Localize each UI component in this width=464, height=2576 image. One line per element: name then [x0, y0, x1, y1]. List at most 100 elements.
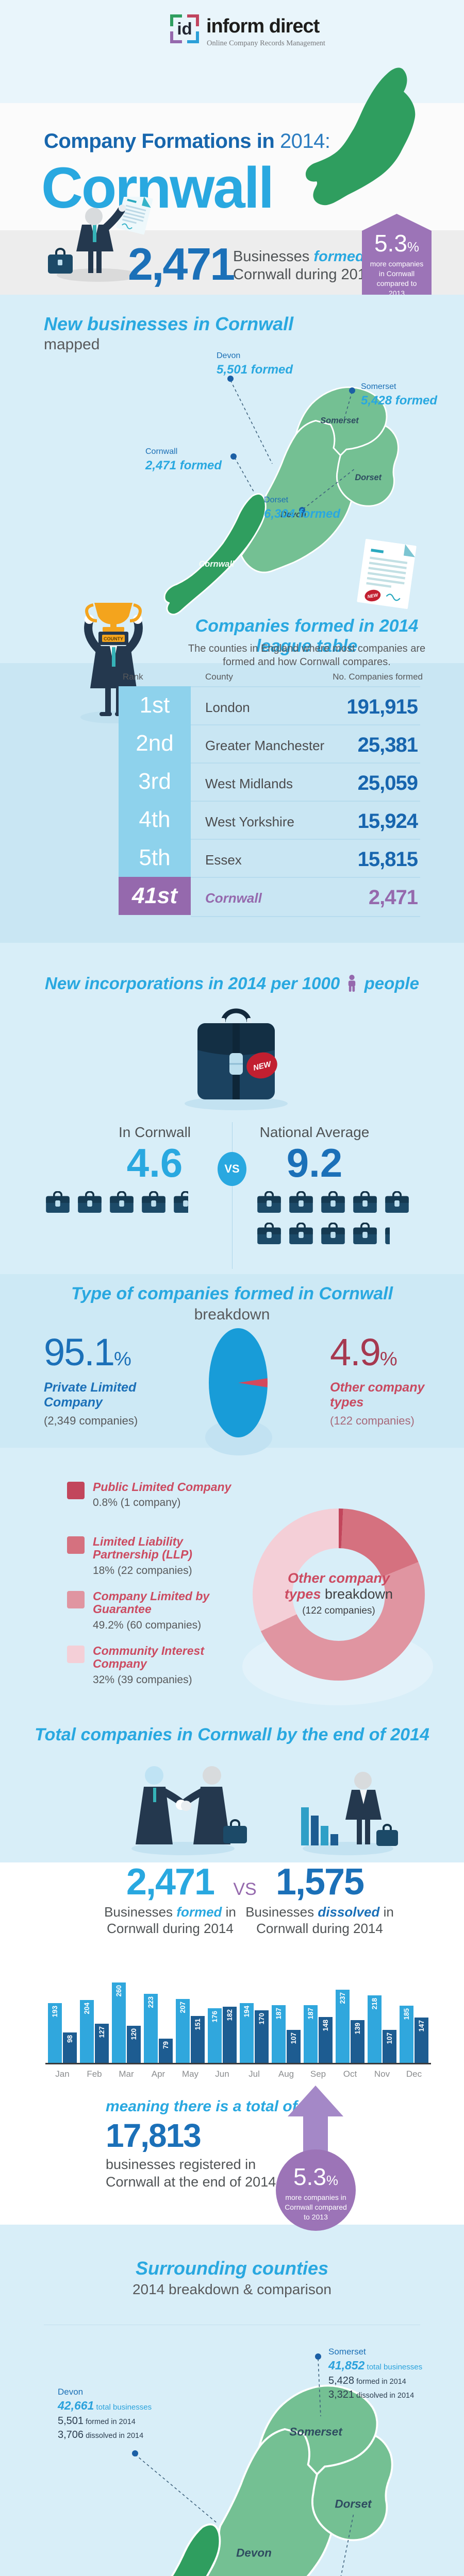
- surround-heading: Surrounding counties: [136, 2258, 328, 2279]
- bar-value: 237: [339, 1992, 346, 2004]
- type-other-block: 4.9% Other company types (122 companies): [330, 1330, 443, 1428]
- briefcase-icon: [109, 1191, 134, 1213]
- briefcase-icon: [257, 1191, 281, 1213]
- bar-formed: 187: [304, 2005, 318, 2063]
- map1-cornwall-label: Cornwall: [199, 560, 235, 569]
- county-total: 41,852 total businesses: [328, 2359, 423, 2372]
- legend-swatch: [67, 1591, 85, 1608]
- totals-heading: Total companies in Cornwall by the end o…: [35, 1725, 429, 1744]
- per1000-new-heading: New incorporations in 2014 per 1000 peop…: [45, 974, 419, 993]
- bar-dissolved: 148: [319, 2017, 333, 2063]
- legend-detail: 18% (22 companies): [93, 1564, 192, 1577]
- map1-devon-label: Devon: [280, 510, 306, 519]
- per1000-new-vs: VS: [218, 1152, 246, 1186]
- bar-value: 182: [226, 2009, 234, 2021]
- totals-vs: VS: [233, 1879, 257, 1899]
- league1-col-value: No. Companies formed: [333, 672, 423, 682]
- legend-detail: 49.2% (60 companies): [93, 1619, 202, 1631]
- county-name: London: [205, 700, 250, 715]
- bar-value: 185: [403, 2008, 410, 2020]
- bar-dissolved: 120: [127, 2026, 141, 2063]
- meaning-badge-text: more companies in Cornwall compared to 2…: [285, 2193, 347, 2221]
- row-body: Essex 15,815: [191, 839, 420, 878]
- month-group: 187 148: [302, 1973, 334, 2063]
- briefcase-icon: [321, 1223, 345, 1245]
- hero-count: 2,471: [128, 239, 235, 290]
- map1-county-label: Devon 5,501 formed: [217, 351, 304, 377]
- table-row: 1st London 191,915: [119, 686, 420, 724]
- month-group: 193 98: [46, 1973, 78, 2063]
- legend-swatch: [67, 1646, 85, 1663]
- briefcase-icon: [353, 1223, 377, 1245]
- type-private-label: Private Limited Company: [44, 1380, 137, 1410]
- bar-value: 204: [83, 2002, 91, 2014]
- company-count: 15,815: [357, 848, 418, 871]
- league1-table: 1st London 191,915 2nd Greater Manchester 25,…: [119, 686, 420, 917]
- hero-caption-line2: Cornwall during 2014: [233, 266, 375, 283]
- rank-cell: 1st: [119, 686, 191, 724]
- county-name: West Midlands: [205, 776, 293, 791]
- bar-dissolved: 139: [351, 2020, 364, 2063]
- bar-dissolved: 170: [255, 2010, 269, 2063]
- table-row: 3rd West Midlands 25,059: [119, 762, 420, 801]
- legend-item: Community Interest Company 32% (39 compan…: [93, 1644, 247, 1686]
- logo-bracket-red: [187, 14, 199, 26]
- month-group: 207 151: [174, 1973, 206, 2063]
- month-group: 176 182: [206, 1973, 238, 2063]
- logo-bracket-blue: [187, 31, 199, 43]
- month-label: Jan: [55, 2069, 70, 2079]
- bar-formed: 176: [208, 2008, 222, 2063]
- table-row: 41st Cornwall 2,471: [119, 877, 420, 917]
- monthly-chart-axis: [45, 2063, 431, 2064]
- monthly-bar-chart: 193 98 204 127 260 120 223 79 207 151 176 182 194 170…: [46, 1973, 430, 2063]
- legend-swatch: [67, 1536, 85, 1554]
- month-label: Sep: [310, 2069, 326, 2079]
- growth-arrow-icon: [288, 2086, 343, 2163]
- totals-dissolved-cap2: Cornwall during 2014: [256, 1921, 383, 1936]
- bar-formed: 185: [400, 2006, 413, 2063]
- bar-dissolved: 151: [191, 2016, 205, 2063]
- map2-dorset-label: Dorset: [335, 2498, 372, 2511]
- row-body: London 191,915: [191, 686, 420, 725]
- county-value: 5,428 formed: [361, 394, 438, 408]
- month-label: Feb: [87, 2069, 102, 2079]
- bar-formed: 187: [272, 2005, 286, 2063]
- surround-county-block: Somerset 41,852 total businesses 5,428 for…: [328, 2347, 432, 2403]
- bar-dissolved: 182: [223, 2006, 237, 2063]
- logo-bracket-purple: [170, 31, 182, 43]
- type-other-label: Other company types: [330, 1380, 425, 1410]
- month-group: 218 107: [366, 1973, 398, 2063]
- month-group: 194 170: [238, 1973, 270, 2063]
- league1-col-county: County: [205, 672, 233, 682]
- bar-value: 139: [354, 2022, 361, 2035]
- rank-cell: 3rd: [119, 762, 191, 801]
- county-value: 2,471 formed: [145, 459, 222, 472]
- county-dissolved: 3,706 dissolved in 2014: [58, 2429, 144, 2441]
- page-title-region: Cornwall: [41, 156, 274, 220]
- bar-value: 127: [98, 2026, 106, 2038]
- map1-connectors: [227, 376, 355, 513]
- briefcase-icon-partial: [385, 1223, 390, 1245]
- county-name: Devon: [58, 2387, 84, 2397]
- briefcase-icon: [257, 1223, 281, 1245]
- rank-cell: 2nd: [119, 724, 191, 762]
- legend-detail: 32% (39 companies): [93, 1673, 192, 1686]
- type-other-pct: 4.9%: [330, 1331, 397, 1374]
- county-name: West Yorkshire: [205, 814, 294, 829]
- hero-caption-line1: Businesses formed in: [233, 248, 380, 265]
- totals-dissolved: 1,575: [275, 1861, 364, 1903]
- totals-formed-cap1: Businesses formed in: [104, 1904, 236, 1920]
- briefcase-icon: [77, 1191, 102, 1213]
- bar-formed: 237: [336, 1989, 350, 2063]
- bar-value: 120: [130, 2028, 138, 2040]
- month-group: 260 120: [110, 1973, 142, 2063]
- bar-formed: 218: [368, 1995, 382, 2063]
- hero-badge-text: more companies in Cornwall compared to 2…: [370, 260, 424, 297]
- per1000-new-left-label: In Cornwall: [118, 1124, 191, 1140]
- bar-value: 107: [290, 2032, 297, 2044]
- bar-value: 79: [162, 2041, 170, 2049]
- bar-dissolved: 107: [287, 2029, 301, 2063]
- svg-text:COUNTY: COUNTY: [104, 636, 123, 641]
- county-name: Greater Manchester: [205, 738, 325, 753]
- league1-col-rank: Rank: [123, 672, 143, 682]
